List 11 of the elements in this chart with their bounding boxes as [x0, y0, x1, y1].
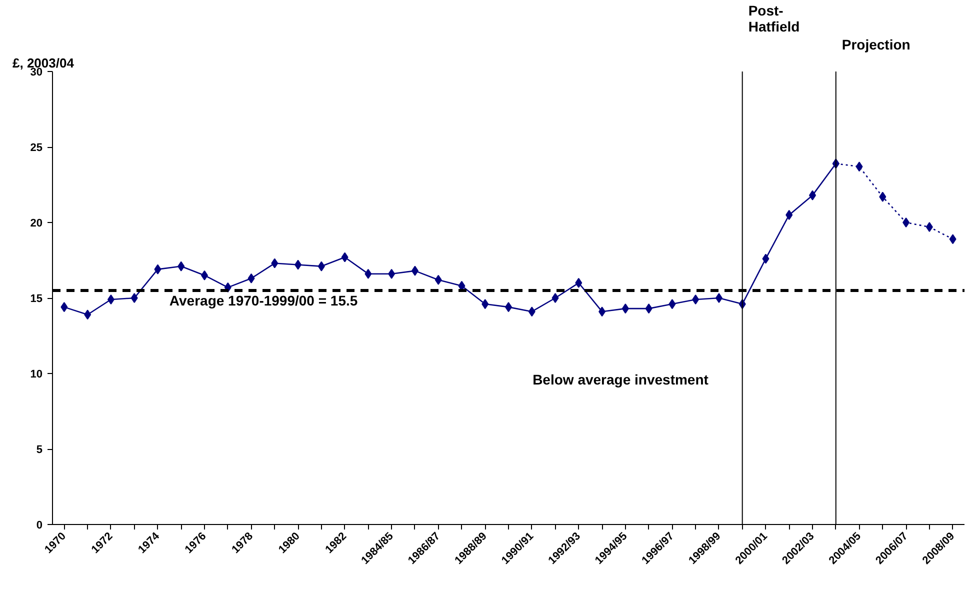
y-tick-label: 10 [30, 368, 43, 380]
y-tick-label: 15 [30, 293, 43, 305]
y-tick-label: 20 [30, 218, 43, 230]
y-tick-label: 30 [30, 66, 43, 78]
ref-line-label: Projection [842, 36, 910, 52]
ref-line-label: Post- Hatfield [748, 2, 800, 34]
annotation: Below average investment [532, 372, 709, 388]
ref-line-label: Average 1970-1999/00 = 15.5 [169, 292, 358, 308]
y-tick-label: 0 [36, 520, 43, 532]
y-tick-label: 5 [36, 444, 43, 456]
y-tick-label: 25 [30, 142, 43, 154]
